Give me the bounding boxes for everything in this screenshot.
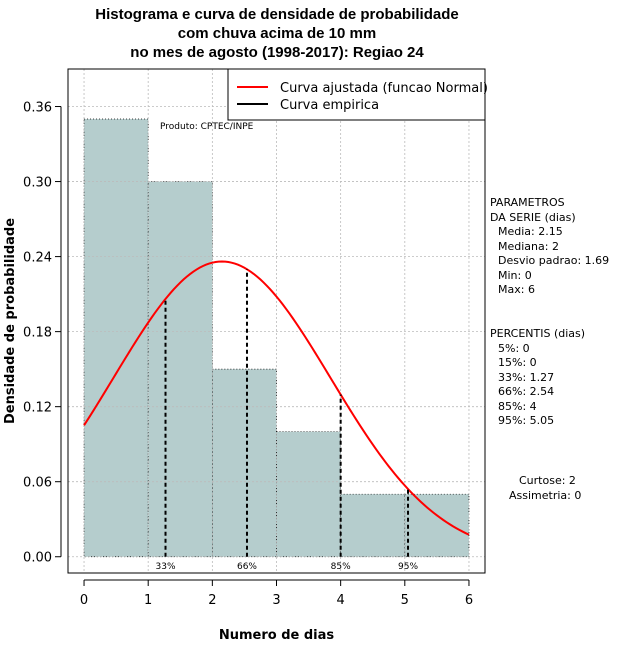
x-tick-label: 0 [80, 593, 88, 608]
percentile-label: 95% [398, 562, 418, 572]
percentis-item: 15%: 0 [498, 356, 537, 369]
y-tick-label: 0.18 [23, 326, 52, 341]
percentis-item: 66%: 2.54 [498, 385, 555, 398]
legend-label: Curva empirica [280, 98, 379, 113]
x-tick-label: 6 [465, 593, 473, 608]
y-tick-label: 0.36 [23, 101, 52, 116]
y-tick-label: 0.24 [23, 251, 52, 266]
chart-title-line-3: no mes de agosto (1998-2017): Regiao 24 [130, 44, 424, 61]
percentis-item: 5%: 0 [498, 341, 530, 355]
legend-label: Curva ajustada (funcao Normal) [280, 81, 488, 96]
histogram-bar [404, 493, 470, 558]
parametros-item: Max: 6 [498, 283, 535, 296]
product-annotation: Produto: CPTEC/INPE [160, 122, 254, 132]
histogram-bar [211, 368, 277, 558]
percentis-header: PERCENTIS (dias) [490, 327, 586, 340]
parametros-item: Mediana: 2 [498, 239, 559, 253]
y-tick-label: 0.12 [23, 401, 52, 416]
y-tick-label: 0.00 [23, 551, 52, 566]
x-tick-label: 1 [144, 593, 152, 608]
percentile-label: 33% [156, 562, 176, 572]
percentis-item: 33%: 1.27 [498, 370, 555, 384]
legend-box [227, 68, 486, 121]
x-tick-label: 4 [337, 593, 345, 608]
parametros-item: Min: 0 [498, 268, 532, 282]
parametros-item: Desvio padrao: 1.69 [498, 254, 610, 267]
x-tick-label: 3 [272, 593, 280, 608]
percentis-item: 85%: 4 [498, 399, 537, 413]
y-tick-label: 0.30 [23, 176, 52, 191]
assimetria-label: Assimetria: 0 [509, 488, 582, 502]
chart-title-line-2: com chuva acima de 10 mm [177, 25, 377, 42]
histogram-bar [147, 181, 213, 558]
parametros-header: PARAMETROS DA SERIE (dias) [490, 196, 576, 224]
x-axis-title: Numero de dias [219, 628, 335, 643]
chart-title-line-1: Histograma e curva de densidade de proba… [95, 6, 459, 23]
y-axis-title: Densidade de probabilidade [3, 218, 18, 424]
y-tick-label: 0.06 [23, 476, 52, 491]
percentile-label: 66% [237, 562, 257, 572]
normal-curve-line [83, 260, 470, 536]
x-tick-label: 5 [401, 593, 409, 608]
histogram-bar [276, 431, 342, 558]
x-tick-label: 2 [208, 593, 216, 608]
histogram-bar [340, 493, 406, 558]
percentis-item: 95%: 5.05 [498, 414, 555, 427]
parametros-item: Media: 2.15 [498, 225, 563, 238]
percentile-label: 85% [331, 562, 351, 572]
curtose-label: Curtose: 2 [519, 474, 576, 487]
